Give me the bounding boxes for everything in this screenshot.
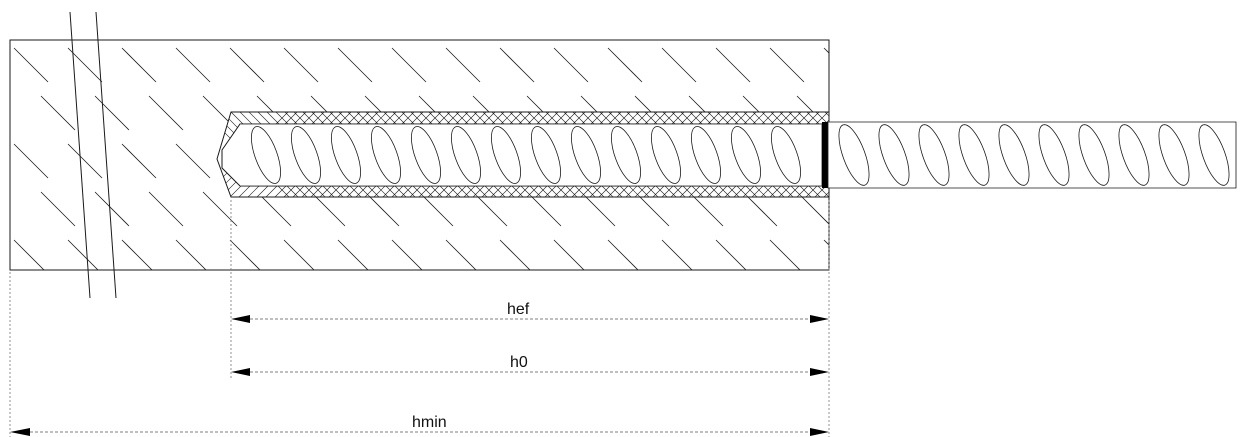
rebar-rib [291,126,321,184]
dimension-h0 [231,368,829,376]
rebar-rib [451,126,481,184]
rebar-rib [1078,124,1110,186]
rebar-rib [1118,124,1150,186]
rebar-rib [331,126,361,184]
rebar-rib [958,124,990,186]
rebar-rib [838,124,870,186]
rebar-rib [878,124,910,186]
rebar-rib [371,126,401,184]
rebar-rib [691,126,721,184]
surface-marker [822,122,828,188]
rebar-outline [827,121,1237,189]
h0-label: h0 [510,354,528,371]
rebar-rib [531,126,561,184]
rebar-rib [731,126,761,184]
rebar-rib [571,126,601,184]
rebar-rib [611,126,641,184]
dimension-hmin [10,428,829,436]
extension-lines [9,200,830,437]
rebar-embedded [240,123,823,187]
rebar-rib [491,126,521,184]
hmin-label: hmin [412,414,447,431]
hef-label: hef [507,301,530,318]
rebar-rib [1038,124,1070,186]
dimension-hef [231,315,829,323]
rebar-rib [918,124,950,186]
rebar-rib [998,124,1030,186]
rebar-rib [771,126,801,184]
rebar-rib [1198,124,1230,186]
break-lines [69,11,117,299]
rebar-rib [251,126,281,184]
rebar-rib [411,126,441,184]
rebar-protruding [827,121,1237,189]
rebar-rib [651,126,681,184]
rebar-rib [1158,124,1190,186]
